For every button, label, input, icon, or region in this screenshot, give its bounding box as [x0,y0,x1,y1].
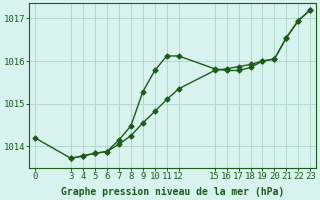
X-axis label: Graphe pression niveau de la mer (hPa): Graphe pression niveau de la mer (hPa) [61,186,284,197]
